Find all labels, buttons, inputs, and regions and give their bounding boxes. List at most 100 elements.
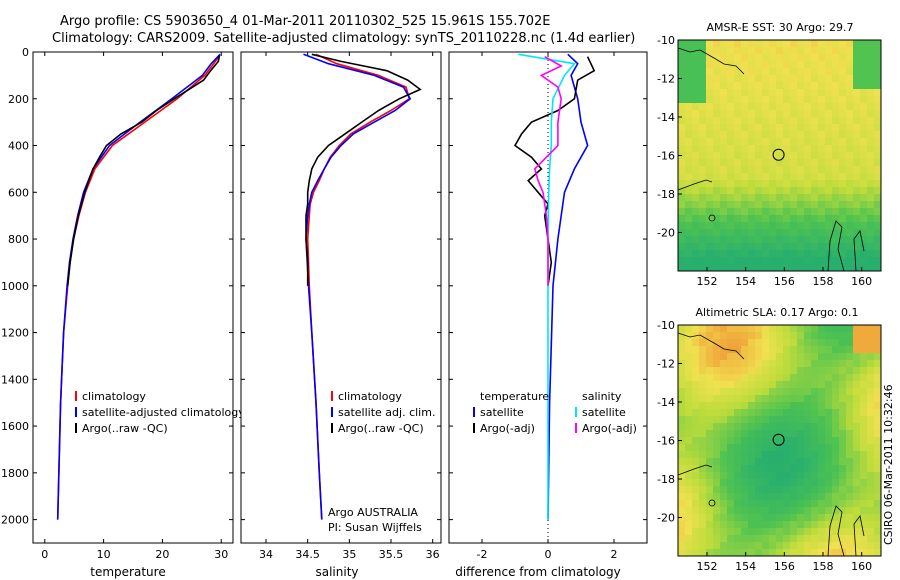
map-cell <box>769 367 777 375</box>
map-cell <box>713 124 721 132</box>
map-cell <box>685 138 693 146</box>
map-cell <box>713 131 721 139</box>
map-cell <box>846 437 854 445</box>
map-cell <box>790 367 798 375</box>
map-cell <box>720 166 728 174</box>
map-cell <box>797 507 805 515</box>
map-cell <box>699 264 707 272</box>
map-cell <box>853 173 861 181</box>
map-cell <box>832 353 840 361</box>
map-cell <box>741 82 749 90</box>
map-cell <box>734 423 742 431</box>
map-cell <box>755 243 763 251</box>
map-cell <box>839 374 847 382</box>
map-cell <box>811 325 819 333</box>
map-cell <box>846 145 854 153</box>
map-cell <box>867 500 875 508</box>
map-cell <box>874 409 882 417</box>
map-cell <box>685 47 693 55</box>
map-cell <box>685 159 693 167</box>
map-cell <box>706 325 714 333</box>
map-cell <box>699 395 707 403</box>
map-cell <box>825 325 833 333</box>
map-cell <box>874 117 882 125</box>
map-cell <box>853 437 861 445</box>
map-cell <box>818 173 826 181</box>
map-cell <box>797 479 805 487</box>
map-cell <box>762 54 770 62</box>
map-cell <box>720 486 728 494</box>
map-cell <box>727 208 735 216</box>
map-cell <box>790 332 798 340</box>
map-cell <box>748 535 756 543</box>
map-cell <box>692 89 700 97</box>
map-cell <box>790 451 798 459</box>
map-cell <box>699 409 707 417</box>
map-cell <box>860 236 868 244</box>
map-cell <box>797 416 805 424</box>
map-cell <box>706 430 714 438</box>
map-cell <box>783 243 791 251</box>
map-cell <box>825 444 833 452</box>
map-cell <box>811 535 819 543</box>
map-x-tick-label: 158 <box>813 560 834 573</box>
map-cell <box>867 514 875 522</box>
map-cell <box>804 201 812 209</box>
map-cell <box>769 201 777 209</box>
map-cell <box>797 236 805 244</box>
map-cell <box>804 117 812 125</box>
map-cell <box>853 500 861 508</box>
map-cell <box>699 236 707 244</box>
map-cell <box>706 346 714 354</box>
temperature-xlabel: temperature <box>90 565 165 579</box>
map-cell <box>706 138 714 146</box>
map-cell <box>685 131 693 139</box>
map-cell <box>762 486 770 494</box>
map-cell <box>846 159 854 167</box>
map-cell <box>678 500 686 508</box>
map-cell <box>755 339 763 347</box>
map-cell <box>699 423 707 431</box>
map-cell <box>762 124 770 132</box>
map-cell <box>797 465 805 473</box>
map-cell <box>839 472 847 480</box>
map-cell <box>846 549 854 557</box>
map-cell <box>846 472 854 480</box>
map-cell <box>762 40 770 48</box>
map-cell <box>825 264 833 272</box>
map-cell <box>853 138 861 146</box>
map-cell <box>720 194 728 202</box>
map-cell <box>713 166 721 174</box>
map-cell <box>720 243 728 251</box>
map-cell <box>853 75 861 83</box>
map-cell <box>825 479 833 487</box>
map-cell <box>811 360 819 368</box>
map-cell <box>776 180 784 188</box>
map-cell <box>678 493 686 501</box>
map-cell <box>853 61 861 69</box>
map-cell <box>846 40 854 48</box>
map-cell <box>685 96 693 104</box>
map-cell <box>720 257 728 265</box>
map-cell <box>804 166 812 174</box>
map-cell <box>846 346 854 354</box>
map-cell <box>874 360 882 368</box>
map-cell <box>811 47 819 55</box>
map-cell <box>790 528 798 536</box>
map-cell <box>734 201 742 209</box>
map-cell <box>853 486 861 494</box>
map-cell <box>839 166 847 174</box>
map-cell <box>804 110 812 118</box>
map-cell <box>706 75 714 83</box>
y-tick-label: 2000 <box>1 514 29 527</box>
map-cell <box>832 61 840 69</box>
map-cell <box>776 528 784 536</box>
map-cell <box>804 395 812 403</box>
map-cell <box>741 521 749 529</box>
map-cell <box>734 173 742 181</box>
map-cell <box>846 500 854 508</box>
map-cell <box>832 395 840 403</box>
map-cell <box>678 243 686 251</box>
map-cell <box>790 75 798 83</box>
map-cell <box>797 500 805 508</box>
